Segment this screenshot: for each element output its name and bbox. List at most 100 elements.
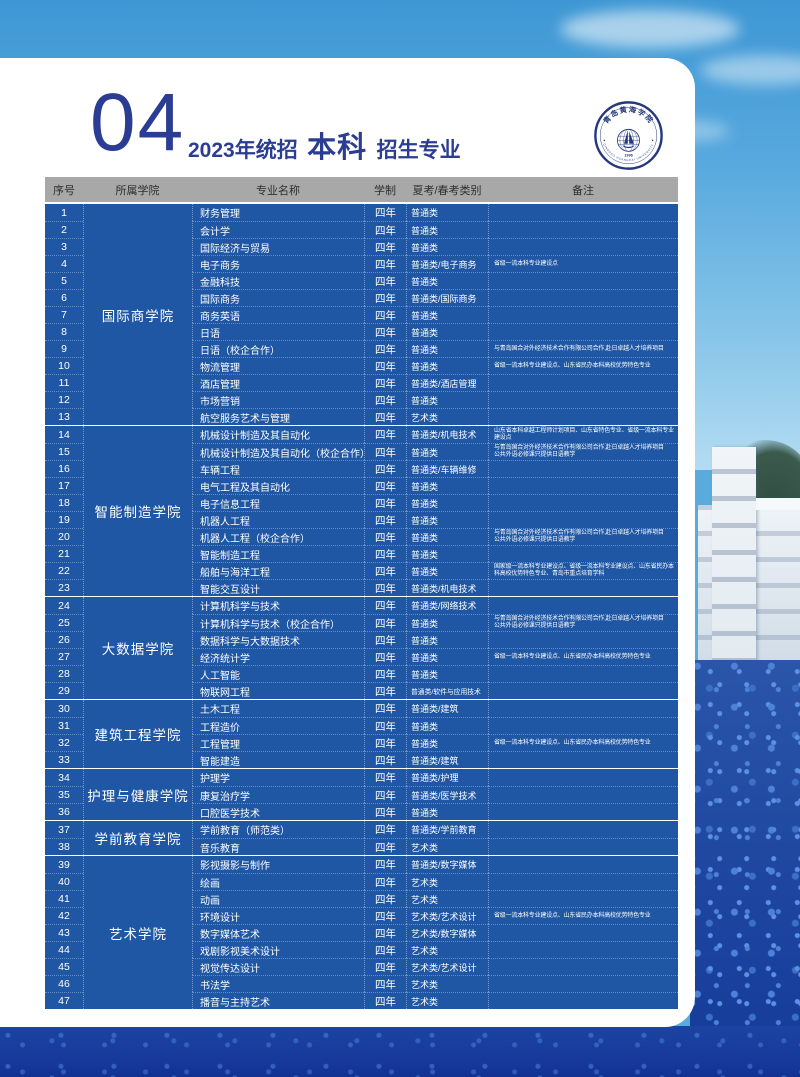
row-number: 34: [58, 771, 70, 784]
major-name: 视觉传达设计: [192, 958, 364, 975]
exam-category: 艺术类: [406, 975, 488, 992]
row-number: 38: [45, 838, 83, 855]
exam-category: 普通类/机电技术: [406, 579, 488, 596]
study-duration: 四年: [364, 682, 406, 699]
remark-text: [488, 958, 678, 975]
building-roof: [756, 498, 800, 510]
college-group: 国际商学院 1 财务管理 四年 普通类 2 会计学 四年 普通类 3 国际经济与贸易 四年 普通类 4 电子…: [45, 204, 678, 425]
exam-category: 普通类/建筑: [406, 700, 488, 717]
remark-text: [488, 665, 678, 682]
remark-text: [488, 545, 678, 562]
study-duration: 四年: [364, 665, 406, 682]
remark-text: [488, 856, 678, 873]
remark-text: 省级一流本科专业建设点: [488, 255, 678, 272]
remark-text: [488, 717, 678, 734]
study-duration: 四年: [364, 856, 406, 873]
exam-category: 普通类: [406, 562, 488, 579]
row-number: 7: [45, 306, 83, 323]
major-name: 金融科技: [192, 272, 364, 289]
majors-table-body: 国际商学院 1 财务管理 四年 普通类 2 会计学 四年 普通类 3 国际经济与贸易 四年 普通类 4 电子…: [45, 204, 678, 1009]
majors-table: 序号 所属学院 专业名称 学制 夏考/春考类别 备注 国际商学院 1 财务管理 四年 普通类 2 会计…: [45, 177, 678, 1009]
row-number: 21: [45, 545, 83, 562]
remark-text: [488, 306, 678, 323]
campus-tower-photo: [712, 447, 756, 667]
study-duration: 四年: [364, 545, 406, 562]
row-number: 33: [45, 751, 83, 768]
remark-text: [488, 682, 678, 699]
study-duration: 四年: [364, 700, 406, 717]
row-number: 3: [45, 238, 83, 255]
study-duration: 四年: [364, 769, 406, 786]
exam-category: 普通类/机电技术: [406, 426, 488, 443]
major-name: 电子商务: [192, 255, 364, 272]
row-number: 42: [45, 907, 83, 924]
college-name: 大数据学院: [83, 597, 192, 699]
remark-text: [488, 631, 678, 648]
remark-text: [488, 374, 678, 391]
row-number: 45: [45, 958, 83, 975]
major-name: 日语: [192, 323, 364, 340]
exam-category: 艺术类: [406, 873, 488, 890]
college-name: 艺术学院: [83, 856, 192, 1009]
exam-category: 普通类/车辆维修: [406, 460, 488, 477]
study-duration: 四年: [364, 648, 406, 665]
exam-category: 普通类: [406, 803, 488, 820]
study-duration: 四年: [364, 734, 406, 751]
major-name: 工程管理: [192, 734, 364, 751]
major-name: 物联网工程: [192, 682, 364, 699]
major-name: 计算机科学与技术（校企合作）: [192, 614, 364, 631]
study-duration: 四年: [364, 460, 406, 477]
major-name: 智能建造: [192, 751, 364, 768]
water-photo: [0, 1026, 800, 1077]
row-number: 24: [58, 599, 70, 612]
remark-text: 山东省本科卓越工程师计划项目、山东省特色专业、省级一流本科专业建设点: [488, 426, 678, 443]
remark-text: [488, 289, 678, 306]
remark-text: [488, 477, 678, 494]
column-header: 夏考/春考类别: [412, 184, 482, 197]
exam-category: 艺术类/艺术设计: [406, 907, 488, 924]
exam-category: 普通类: [406, 340, 488, 357]
exam-category: 普通类/酒店管理: [406, 374, 488, 391]
study-duration: 四年: [364, 272, 406, 289]
major-name: 经济统计学: [192, 648, 364, 665]
column-header: 序号: [53, 184, 75, 197]
exam-category: 普通类: [406, 391, 488, 408]
study-duration: 四年: [364, 306, 406, 323]
exam-category: 普通类: [406, 443, 488, 460]
row-number: 2: [45, 221, 83, 238]
row-number: 32: [45, 734, 83, 751]
major-name: 康复治疗学: [192, 786, 364, 803]
major-name: 书法学: [192, 975, 364, 992]
sail-icon: [629, 131, 635, 144]
exam-category: 普通类: [406, 306, 488, 323]
major-name: 机器人工程（校企合作）: [192, 528, 364, 545]
remark-text: [488, 838, 678, 855]
study-duration: 四年: [364, 803, 406, 820]
exam-category: 艺术类: [406, 890, 488, 907]
row-number: 10: [45, 357, 83, 374]
exam-category: 普通类: [406, 357, 488, 374]
major-name: 国际商务: [192, 289, 364, 306]
study-duration: 四年: [364, 890, 406, 907]
exam-category: 普通类: [406, 511, 488, 528]
row-number: 23: [45, 579, 83, 596]
major-name: 电子信息工程: [192, 494, 364, 511]
major-name: 机器人工程: [192, 511, 364, 528]
cloud: [560, 10, 740, 48]
study-duration: 四年: [364, 941, 406, 958]
remark-text: [488, 992, 678, 1009]
study-duration: 四年: [364, 477, 406, 494]
exam-category: 普通类/电子商务: [406, 255, 488, 272]
remark-text: [488, 975, 678, 992]
exam-category: 普通类: [406, 528, 488, 545]
college-name: 护理与健康学院: [83, 769, 192, 820]
remark-text: [488, 890, 678, 907]
row-number: 35: [45, 786, 83, 803]
remark-text: [488, 769, 678, 786]
row-number: 14: [58, 428, 70, 441]
major-name: 口腔医学技术: [192, 803, 364, 820]
exam-category: 普通类: [406, 734, 488, 751]
major-name: 电气工程及其自动化: [192, 477, 364, 494]
remark-text: [488, 751, 678, 768]
remark-text: [488, 408, 678, 425]
